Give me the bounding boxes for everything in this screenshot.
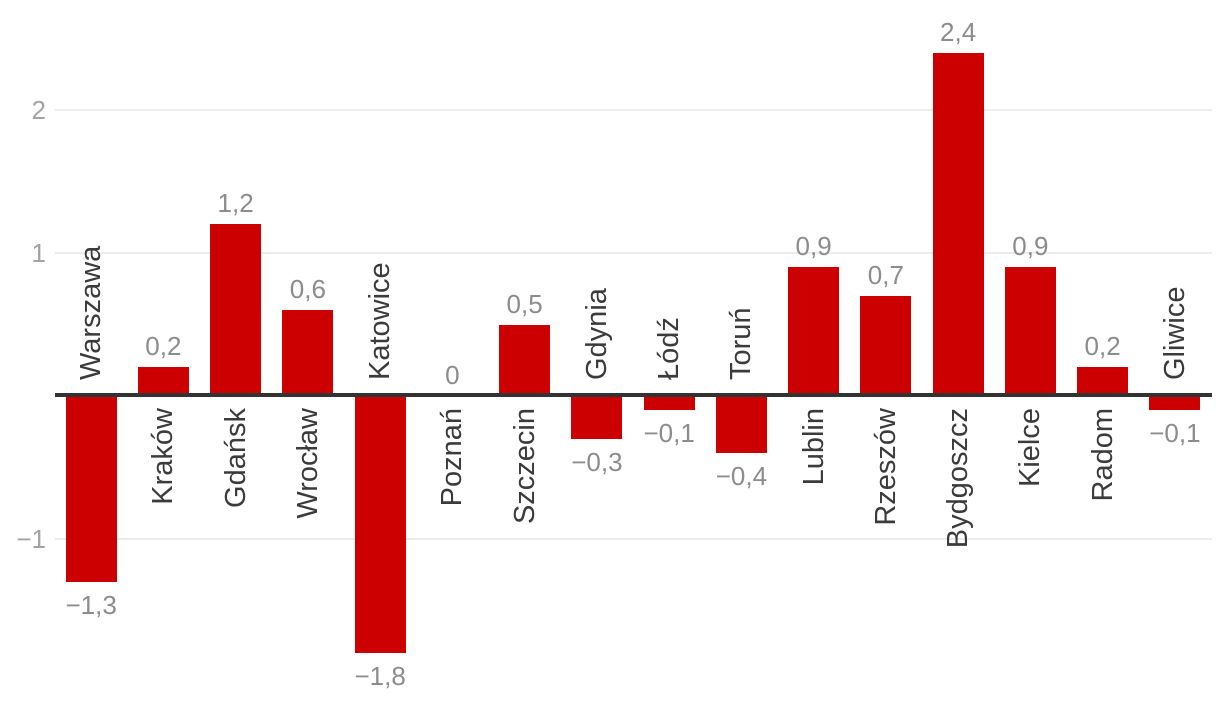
bar-value-label: −0,4 bbox=[715, 461, 768, 492]
y-axis-tick-label: 1 bbox=[31, 238, 46, 268]
x-axis-line bbox=[55, 393, 1212, 397]
bar-value-label: 0,2 bbox=[145, 331, 182, 362]
gridline bbox=[55, 538, 1212, 540]
bar bbox=[210, 224, 262, 396]
bar-value-label: 2,4 bbox=[940, 16, 977, 47]
bar-value-label: 0,7 bbox=[867, 259, 904, 290]
x-axis-category-label: Łódź bbox=[653, 317, 686, 380]
bar-value-label: 0,9 bbox=[1012, 231, 1049, 262]
x-axis-category-label: Bydgoszcz bbox=[942, 408, 975, 549]
x-axis-category-label: Gdańsk bbox=[219, 408, 252, 508]
bar-value-label: 0,5 bbox=[506, 288, 543, 319]
bar bbox=[643, 396, 695, 411]
gridline bbox=[55, 109, 1212, 111]
x-axis-category-label: Rzeszów bbox=[869, 408, 902, 526]
bar-value-label: 0,6 bbox=[289, 274, 326, 305]
bar bbox=[137, 367, 189, 396]
bar-value-label: −0,1 bbox=[1149, 418, 1201, 449]
bar bbox=[1077, 367, 1129, 396]
y-axis-tick-label: 2 bbox=[31, 95, 46, 125]
bar bbox=[65, 396, 117, 582]
bar bbox=[499, 324, 551, 396]
x-axis-category-label: Warszawa bbox=[75, 245, 108, 380]
x-axis-category-label: Katowice bbox=[364, 262, 397, 380]
x-axis-category-label: Lublin bbox=[797, 408, 830, 486]
bar bbox=[788, 267, 840, 396]
x-axis-category-label: Kielce bbox=[1014, 408, 1047, 487]
bar bbox=[354, 396, 406, 654]
x-axis-category-label: Toruń bbox=[725, 307, 758, 380]
bar-value-label: 0,2 bbox=[1084, 331, 1121, 362]
bar bbox=[1149, 396, 1201, 411]
bar-value-label: 0 bbox=[445, 360, 460, 390]
bar-value-label: −1,8 bbox=[354, 661, 406, 692]
bar bbox=[932, 52, 984, 396]
bar bbox=[715, 396, 767, 454]
bar-value-label: −1,3 bbox=[65, 589, 117, 620]
bar bbox=[571, 396, 623, 439]
x-axis-category-label: Gliwice bbox=[1158, 286, 1191, 380]
bar-value-label: −0,1 bbox=[643, 418, 695, 449]
bar-value-label: −0,3 bbox=[571, 446, 623, 477]
x-axis-category-label: Szczecin bbox=[508, 408, 541, 525]
x-axis-category-label: Wrocław bbox=[291, 408, 324, 519]
bar bbox=[860, 295, 912, 396]
bar-value-label: 0,9 bbox=[795, 231, 832, 262]
y-axis-tick-label: −1 bbox=[16, 524, 46, 554]
x-axis-category-label: Gdynia bbox=[580, 288, 613, 380]
gridline bbox=[55, 252, 1212, 254]
x-axis-category-label: Kraków bbox=[147, 408, 180, 505]
x-axis-category-label: Poznań bbox=[436, 408, 469, 507]
bar-value-label: 1,2 bbox=[217, 188, 254, 219]
bar bbox=[282, 310, 334, 396]
bar bbox=[1004, 267, 1056, 396]
x-axis-category-label: Radom bbox=[1086, 408, 1119, 502]
